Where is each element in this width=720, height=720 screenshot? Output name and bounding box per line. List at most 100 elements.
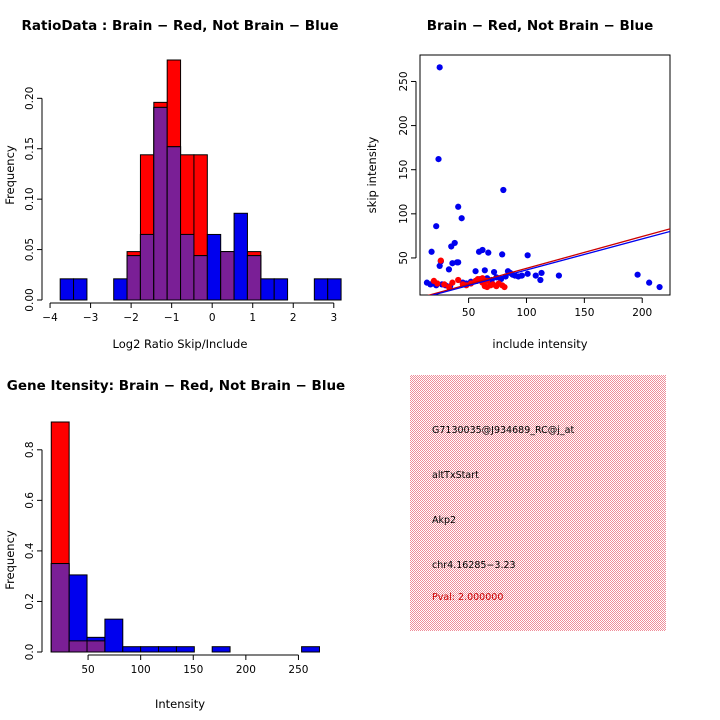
histogram-bar-overlap <box>193 255 208 301</box>
scatter-point <box>524 270 531 277</box>
ratio-histogram-axes: −4 −3 −2 −1 0 1 2 3 0.00 0.05 0.10 0.15 0.20 <box>24 87 337 324</box>
histogram-bar-blue <box>233 212 248 301</box>
scatter-point <box>481 267 488 274</box>
ratio-histogram-xlabel: Log2 Ratio Skip/Include <box>113 337 248 351</box>
scatter-point <box>455 276 462 284</box>
scatter-point <box>436 262 443 269</box>
scatter-point <box>538 269 545 277</box>
scatter-point <box>472 268 479 275</box>
probe-info-svg: G7130035@J934689_RC@j_at altTxStart Akp2… <box>410 375 666 631</box>
x-tick-label: 2 <box>290 312 297 324</box>
scatter-ylabel: skip intensity <box>365 136 379 213</box>
scatter-inner <box>423 64 670 295</box>
ratio-histogram-bars <box>59 59 342 301</box>
x-tick-label: 200 <box>632 307 652 319</box>
histogram-bar-blue <box>113 278 128 301</box>
gene-histogram-xlabel: Intensity <box>155 697 205 711</box>
x-tick-label: 150 <box>183 664 203 676</box>
histogram-bar-overlap <box>180 233 195 301</box>
scatter-point <box>646 279 653 286</box>
scatter-point <box>449 279 456 286</box>
histogram-bar-overlap <box>68 640 88 653</box>
pval-text: Pval: 2.000000 <box>432 592 503 603</box>
histogram-bar-blue <box>260 278 275 301</box>
regression-line <box>427 228 670 295</box>
y-tick-label: 0.0 <box>24 644 36 661</box>
x-tick-label: −1 <box>164 312 179 324</box>
x-tick-label: 200 <box>236 664 256 676</box>
panel-intensity-scatter: Brain − Red, Not Brain − Blue 50 100 150 20… <box>360 0 720 360</box>
scatter-point <box>501 283 508 291</box>
event-type-text: altTxStart <box>432 470 479 481</box>
histogram-bar-blue <box>313 278 329 301</box>
x-tick-label: 100 <box>131 664 151 676</box>
histogram-bar-overlap <box>126 255 141 301</box>
histogram-bar-blue <box>158 646 177 653</box>
scatter-point <box>441 281 448 288</box>
histogram-bar-blue <box>140 646 160 653</box>
scatter-point <box>435 156 442 163</box>
scatter-point <box>445 266 453 273</box>
scatter-point <box>485 249 492 256</box>
scatter-svg: Brain − Red, Not Brain − Blue 50 100 150 20… <box>365 18 671 351</box>
x-tick-label: 250 <box>288 664 308 676</box>
scatter-point <box>518 272 525 279</box>
histogram-bar-blue <box>73 278 88 301</box>
y-tick-label: 0.6 <box>24 492 36 509</box>
ratio-histogram-title: RatioData : Brain − Red, Not Brain − Blu… <box>21 18 338 34</box>
y-tick-label: 100 <box>398 204 410 224</box>
histogram-bar-blue <box>301 646 320 653</box>
scatter-point <box>449 260 456 267</box>
scatter-point <box>499 251 506 258</box>
scatter-point <box>524 252 531 259</box>
locus-text: chr4.16285−3.23 <box>432 560 516 571</box>
x-tick-label: −2 <box>123 312 138 324</box>
scatter-point <box>500 186 507 194</box>
gene-histogram-ylabel: Frequency <box>3 530 17 590</box>
regression-line <box>430 230 670 295</box>
histogram-bar-blue <box>104 618 124 653</box>
histogram-bar-overlap <box>86 640 106 653</box>
probe-id-text: G7130035@J934689_RC@j_at <box>432 425 574 436</box>
scatter-point <box>433 223 440 230</box>
x-tick-label: −4 <box>42 312 58 324</box>
scatter-point <box>448 243 455 250</box>
scatter-point <box>453 259 461 266</box>
histogram-bar-blue <box>59 278 75 301</box>
y-tick-label: 0.10 <box>24 187 36 210</box>
y-tick-label: 0.2 <box>24 593 36 610</box>
x-tick-label: 3 <box>330 312 337 324</box>
histogram-bar-overlap <box>139 233 155 301</box>
scatter-point <box>555 272 562 279</box>
scatter-title: Brain − Red, Not Brain − Blue <box>427 18 653 34</box>
scatter-point <box>428 248 435 255</box>
scatter-point <box>475 248 483 255</box>
y-tick-label: 0.05 <box>24 238 36 261</box>
x-tick-label: 150 <box>574 307 594 319</box>
histogram-bar-blue <box>206 233 222 301</box>
y-tick-label: 0.8 <box>24 441 36 458</box>
scatter-xlabel: include intensity <box>492 337 587 351</box>
ratio-histogram-ylabel: Frequency <box>3 145 17 205</box>
y-tick-label: 200 <box>398 116 410 136</box>
histogram-bar-blue <box>327 278 342 301</box>
scatter-point <box>455 203 462 210</box>
scatter-point <box>458 215 465 222</box>
histogram-bar-overlap <box>166 146 182 301</box>
gene-histogram-title: Gene Itensity: Brain − Red, Not Brain − … <box>7 378 345 394</box>
histogram-bar-overlap <box>153 106 168 301</box>
scatter-point <box>437 257 444 264</box>
x-tick-label: 50 <box>81 664 94 676</box>
histogram-bar-blue <box>211 646 231 653</box>
scatter-point <box>436 64 443 71</box>
y-tick-label: 0.00 <box>24 288 36 311</box>
histogram-bar-blue <box>175 646 195 653</box>
histogram-bar-blue <box>273 278 289 301</box>
scatter-point <box>434 280 441 287</box>
gene-symbol-text: Akp2 <box>432 515 456 526</box>
y-tick-label: 0.4 <box>24 542 36 559</box>
gene-histogram-svg: Gene Itensity: Brain − Red, Not Brain − … <box>3 378 345 711</box>
scatter-points <box>419 54 671 296</box>
scatter-point <box>634 271 641 278</box>
